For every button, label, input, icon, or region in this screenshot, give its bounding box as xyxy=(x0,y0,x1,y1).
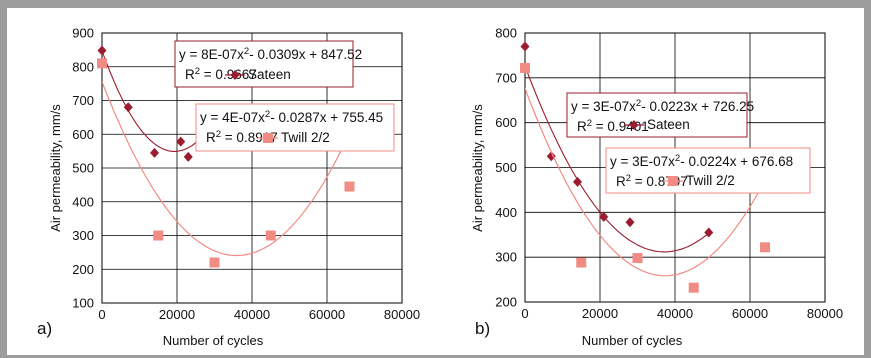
data-point xyxy=(153,230,164,241)
y-tick-label: 900 xyxy=(72,26,94,41)
plot-area xyxy=(101,32,403,304)
y-tick-label: 700 xyxy=(72,93,94,108)
y-tick-label: 100 xyxy=(72,296,94,311)
y-tick-label: 400 xyxy=(72,194,94,209)
panel-label: b) xyxy=(475,319,490,338)
legend-marker xyxy=(629,120,639,130)
equation-frame xyxy=(605,147,811,194)
trend-equation: y = 8E-07x2- 0.0309x + 847.52 xyxy=(179,46,362,62)
legend-label: Twill 2/2 xyxy=(686,173,735,188)
x-axis-label: Number of cycles xyxy=(582,333,683,348)
data-point xyxy=(688,282,699,293)
y-tick-label: 600 xyxy=(72,127,94,142)
data-point xyxy=(176,136,186,147)
chart-panel-a: 100 200 300 400 500 600 700 800 900 0 20000 40000 60… xyxy=(37,26,420,349)
data-point xyxy=(265,230,276,241)
trendline xyxy=(102,81,351,257)
y-tick-label: 600 xyxy=(495,115,517,130)
data-point xyxy=(209,257,220,268)
data-point xyxy=(520,62,530,73)
y-axis-label: Air permeability, mm/s xyxy=(48,104,63,232)
x-tick-label: 20000 xyxy=(582,306,618,321)
trend-equation: y = 3E-07x2- 0.0224x + 676.68 xyxy=(610,153,793,169)
x-tick-label: 0 xyxy=(98,307,105,322)
equation-frame xyxy=(174,40,354,88)
trendline xyxy=(525,88,770,277)
trend-equation: y = 4E-07x2- 0.0287x + 755.45 xyxy=(200,109,383,125)
y-axis-label: Air permeability, mm/s xyxy=(470,104,485,232)
y-tick-label: 300 xyxy=(495,250,517,265)
legend-label: Sateen xyxy=(248,67,291,82)
y-tick-label: 400 xyxy=(495,205,517,220)
x-tick-label: 40000 xyxy=(234,307,270,322)
x-tick-label: 80000 xyxy=(807,306,843,321)
data-point xyxy=(599,211,609,222)
trendline xyxy=(525,65,710,253)
trend-equation: y = 3E-07x2- 0.0223x + 726.25 xyxy=(571,98,754,114)
data-point xyxy=(704,227,714,238)
data-point xyxy=(97,58,107,69)
data-point xyxy=(632,253,643,264)
y-tick-label: 500 xyxy=(495,160,517,175)
y-tick-label: 200 xyxy=(72,262,94,277)
data-point xyxy=(183,151,193,162)
legend-label: Sateen xyxy=(647,117,690,132)
data-point xyxy=(520,41,530,52)
legend-label: Twill 2/2 xyxy=(281,130,330,145)
x-tick-label: 40000 xyxy=(657,306,693,321)
equation-frame xyxy=(195,103,395,152)
data-point xyxy=(123,102,133,113)
legend-marker xyxy=(263,133,273,143)
y-tick-label: 500 xyxy=(72,161,94,176)
y-tick-label: 700 xyxy=(495,70,517,85)
trendline xyxy=(102,50,200,152)
series-twill-2-2 xyxy=(520,62,770,293)
data-point xyxy=(150,147,159,158)
y-tick-label: 800 xyxy=(495,26,517,41)
legend-marker xyxy=(230,70,240,80)
data-point xyxy=(625,217,635,228)
y-tick-label: 800 xyxy=(72,59,94,74)
series-twill-2-2 xyxy=(97,58,355,268)
data-point xyxy=(97,45,107,56)
x-axis-label: Number of cycles xyxy=(163,333,264,348)
x-tick-label: 20000 xyxy=(159,307,195,322)
plot-area xyxy=(524,32,826,303)
data-point xyxy=(576,257,587,268)
data-point xyxy=(546,151,556,162)
series-sateen xyxy=(97,45,200,162)
x-tick-label: 60000 xyxy=(732,306,768,321)
equation-frame xyxy=(566,92,748,138)
data-point xyxy=(344,181,355,192)
data-point xyxy=(760,242,770,253)
x-tick-label: 80000 xyxy=(384,307,420,322)
x-tick-label: 60000 xyxy=(309,307,345,322)
x-tick-label: 0 xyxy=(521,306,528,321)
data-point xyxy=(573,176,582,187)
series-sateen xyxy=(520,41,714,253)
panel-label: a) xyxy=(37,319,52,338)
y-tick-label: 200 xyxy=(495,295,517,310)
chart-panel-b: 200 300 400 500 600 700 800 0 20000 40000 60000 800… xyxy=(470,26,843,349)
y-tick-label: 300 xyxy=(72,228,94,243)
legend-marker xyxy=(668,176,678,186)
